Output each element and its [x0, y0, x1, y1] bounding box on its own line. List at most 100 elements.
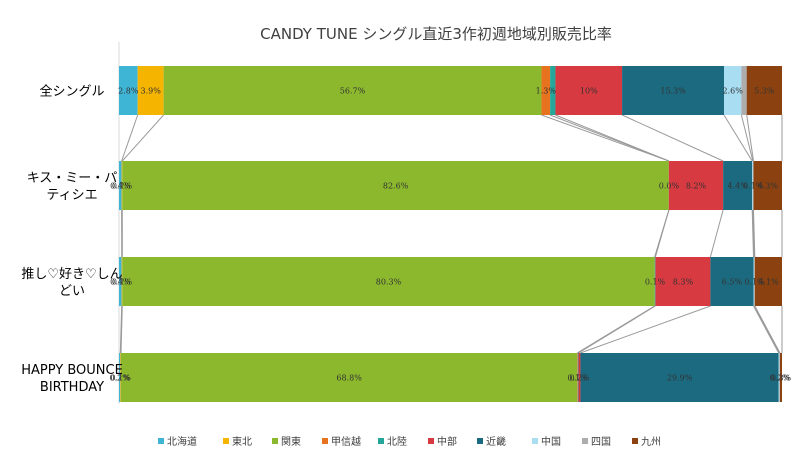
series-line-2-0: [541, 114, 670, 162]
bar-series-7-cat-2: [753, 257, 755, 306]
data-label-4-cat-1: 0.0%: [659, 182, 680, 191]
bar-series-4-cat-3: [577, 353, 579, 402]
data-label-1-cat-1: 0.1%: [112, 182, 133, 191]
data-label-1-cat-0: 3.9%: [141, 87, 162, 96]
bar-series-4-cat-2: [654, 257, 656, 306]
series-line-1-2: [120, 305, 123, 354]
series-line-7-2: [753, 305, 780, 354]
category-label-1: キス・ミー・パティシエ: [27, 171, 118, 203]
category-label-2: 推し♡好き♡しんどい: [21, 267, 122, 299]
series-line-6-0: [723, 114, 753, 162]
data-label-8-cat-2: 0.1%: [744, 278, 765, 287]
data-label-7-cat-0: 2.6%: [723, 87, 744, 96]
bar-series-9-cat-1: [753, 161, 782, 210]
data-label-6-cat-3: 29.9%: [667, 374, 693, 383]
data-label-2-cat-0: 56.7%: [340, 87, 366, 96]
series-line-8-1: [753, 209, 756, 258]
data-label-0-cat-1: 0.4%: [110, 182, 131, 191]
bar-series-6-cat-3: [580, 353, 779, 402]
series-line-0-2: [119, 305, 123, 354]
data-label-9-cat-0: 5.3%: [754, 87, 775, 96]
legend-item-8: 四国: [582, 436, 611, 448]
bar-series-2-cat-2: [122, 257, 655, 306]
bar-series-4-cat-0: [550, 66, 556, 115]
legend-swatch-9: [632, 438, 638, 444]
legend-label-2: 関東: [281, 435, 301, 448]
data-label-1-cat-3: 0.1%: [111, 374, 132, 383]
bar-series-6-cat-1: [723, 161, 753, 210]
legend-swatch-6: [477, 438, 483, 444]
bar-series-8-cat-3: [779, 353, 781, 402]
data-label-0-cat-0: 2.8%: [118, 87, 139, 96]
data-label-8-cat-1: 0.1%: [743, 182, 764, 191]
bar-series-1-cat-2: [121, 257, 123, 306]
bar-series-2-cat-1: [122, 161, 669, 210]
legend-swatch-3: [322, 438, 328, 444]
data-label-2-cat-3: 68.8%: [336, 374, 362, 383]
bar-series-3-cat-0: [541, 66, 551, 115]
data-label-1-cat-2: 0.1%: [112, 278, 133, 287]
legend-swatch-5: [428, 438, 434, 444]
legend-label-1: 東北: [232, 435, 252, 448]
bar-series-0-cat-0: [119, 66, 138, 115]
bar-series-5-cat-3: [578, 353, 581, 402]
data-label-2-cat-2: 80.3%: [376, 278, 402, 287]
legend-swatch-2: [272, 438, 278, 444]
data-label-4-cat-2: 0.1%: [645, 278, 666, 287]
series-line-6-2: [753, 305, 780, 354]
bar-series-2-cat-0: [163, 66, 542, 115]
series-lines: [119, 114, 783, 354]
series-line-8-0: [746, 114, 754, 162]
legend-item-7: 中国: [532, 435, 561, 448]
legend-item-3: 甲信越: [322, 435, 361, 448]
legend-label-8: 四国: [591, 436, 611, 448]
series-line-5-2: [580, 305, 711, 354]
legend-item-0: 北海道: [158, 435, 197, 448]
data-label-5-cat-1: 8.2%: [686, 182, 707, 191]
legend-label-6: 近畿: [486, 435, 506, 448]
category-label-3: HAPPY BOUNCE BIRTHDAY: [21, 363, 123, 395]
legend-swatch-0: [158, 438, 164, 444]
legend-label-9: 九州: [641, 436, 661, 448]
series-line-7-1: [752, 209, 755, 258]
bar-series-5-cat-2: [655, 257, 711, 306]
bar-series-2-cat-3: [120, 353, 578, 402]
data-label-3-cat-0: 1.3%: [536, 87, 557, 96]
bar-series-8-cat-1: [752, 161, 754, 210]
bar-series-1-cat-1: [121, 161, 123, 210]
data-label-5-cat-0: 10%: [580, 87, 598, 96]
legend-item-9: 九州: [632, 436, 661, 448]
bar-series-6-cat-0: [622, 66, 725, 115]
legend-item-2: 関東: [272, 435, 301, 448]
bar-series-0-cat-2: [119, 257, 122, 306]
data-label-9-cat-3: 0.3%: [771, 374, 792, 383]
category-label-0: 全シングル: [39, 84, 104, 100]
series-line-1-0: [121, 114, 164, 162]
legend-swatch-7: [532, 438, 538, 444]
series-line-4-2: [578, 305, 656, 354]
legend-label-4: 北陸: [387, 435, 407, 448]
series-line-5-1: [709, 209, 724, 258]
series-line-5-0: [621, 114, 724, 162]
legend-item-1: 東北: [223, 435, 252, 448]
bars: [119, 66, 782, 402]
data-label-0-cat-2: 0.4%: [110, 278, 131, 287]
bar-series-3-cat-3: [577, 353, 578, 402]
data-label-9-cat-1: 4.3%: [758, 182, 779, 191]
data-label-6-cat-1: 4.4%: [728, 182, 749, 191]
series-line-4-0: [555, 114, 670, 162]
bar-series-0-cat-1: [119, 161, 122, 210]
data-label-9-cat-2: 4.1%: [758, 278, 779, 287]
bar-series-7-cat-3: [778, 353, 780, 402]
legend: 北海道 東北 関東 甲信越 北陸 中部 近畿 中国 四国 九州: [158, 435, 661, 448]
data-label-0-cat-3: 0.2%: [110, 374, 131, 383]
data-label-3-cat-3: 0.1%: [567, 374, 588, 383]
bar-series-8-cat-0: [741, 66, 747, 115]
data-label-5-cat-2: 8.3%: [673, 278, 694, 287]
legend-label-0: 北海道: [167, 435, 197, 448]
data-label-8-cat-3: 0.2%: [770, 374, 791, 383]
series-line-6-1: [751, 209, 754, 258]
bar-series-0-cat-3: [119, 353, 121, 402]
